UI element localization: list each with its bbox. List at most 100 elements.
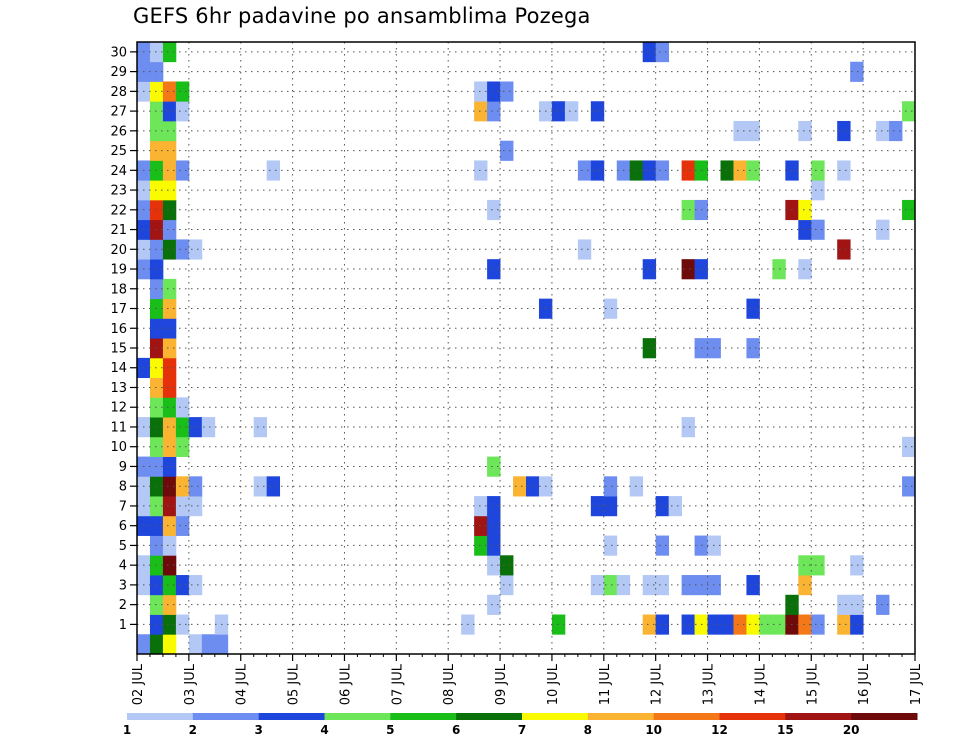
- heatmap-cell: [798, 120, 812, 142]
- y-tick-label: 6: [119, 519, 127, 534]
- heatmap-cell: [681, 575, 695, 596]
- heatmap-cell: [175, 397, 190, 418]
- heatmap-cell: [876, 594, 890, 615]
- heatmap-cell: [487, 555, 501, 576]
- heatmap-cell: [162, 614, 177, 635]
- heatmap-cell: [681, 259, 695, 280]
- x-tick-label: 13 JUL: [702, 663, 717, 705]
- colorbar-label: 10: [645, 723, 662, 737]
- heatmap-cell: [149, 338, 164, 359]
- heatmap-cell: [746, 120, 760, 142]
- heatmap-cell: [149, 357, 164, 379]
- y-tick-label: 19: [110, 263, 127, 278]
- heatmap-cell: [655, 496, 670, 517]
- heatmap-cell: [162, 436, 177, 457]
- heatmap-cell: [162, 456, 177, 477]
- heatmap-cell: [474, 81, 488, 102]
- colorbar-swatch: [522, 713, 589, 720]
- heatmap-cell: [175, 575, 190, 596]
- heatmap-cell: [746, 298, 760, 319]
- heatmap-cell: [798, 259, 812, 280]
- heatmap-cell: [149, 594, 164, 615]
- x-tick-label: 15 JUL: [805, 663, 820, 705]
- heatmap-cell: [162, 377, 177, 398]
- heatmap-cell: [487, 101, 501, 122]
- heatmap-cell: [500, 575, 514, 596]
- heatmap-cell: [162, 140, 177, 161]
- x-tick-label: 02 JUL: [131, 663, 146, 705]
- heatmap-cell: [162, 160, 177, 181]
- heatmap-cell: [162, 496, 177, 517]
- heatmap-cell: [175, 476, 190, 497]
- heatmap-cell: [162, 634, 177, 655]
- heatmap-cell: [577, 239, 592, 260]
- y-tick-label: 8: [119, 480, 127, 495]
- x-axis: 02 JUL 03 JUL 04 JUL 05 JUL 06 JUL 07 JUL 08 J…: [131, 654, 924, 705]
- heatmap-cell: [175, 515, 190, 536]
- heatmap-cell: [149, 101, 164, 122]
- x-tick-label: 11 JUL: [598, 663, 613, 705]
- y-tick-label: 15: [110, 342, 127, 357]
- heatmap-cell: [474, 515, 488, 536]
- heatmap-cell: [188, 634, 203, 655]
- heatmap-cell: [759, 614, 773, 635]
- colorbar-label: 8: [584, 723, 592, 737]
- heatmap-cell: [149, 496, 164, 517]
- heatmap-cell: [798, 614, 812, 635]
- heatmap-cell: [149, 278, 164, 300]
- heatmap-cell: [149, 298, 164, 319]
- heatmap-cell: [655, 575, 670, 596]
- colorbar-swatch: [127, 713, 194, 720]
- y-tick-label: 24: [110, 164, 127, 179]
- heatmap-cell: [798, 555, 812, 576]
- y-tick-label: 28: [110, 85, 127, 100]
- y-tick-label: 21: [110, 223, 127, 238]
- colorbar-swatch: [587, 713, 655, 720]
- heatmap-cell: [149, 575, 164, 596]
- colorbar: 1 2 3 4 5 6 7 8 10 12 15 20: [123, 713, 918, 737]
- heatmap-cell: [837, 594, 851, 615]
- heatmap-cell: [850, 61, 864, 82]
- y-tick-label: 3: [119, 578, 127, 593]
- heatmap-cell: [590, 160, 605, 181]
- heatmap-cell: [253, 476, 268, 497]
- heatmap-cell: [162, 397, 177, 418]
- heatmap-cell: [149, 476, 164, 497]
- heatmap-cell: [681, 417, 695, 438]
- colorbar-label: 6: [452, 723, 460, 737]
- heatmap-cell: [500, 140, 514, 161]
- heatmap-cell: [149, 180, 164, 201]
- heatmap-cell: [837, 160, 851, 181]
- heatmap-cell: [889, 120, 903, 142]
- heatmap-cell: [266, 476, 281, 497]
- heatmap-cell: [162, 338, 177, 359]
- heatmap-cell: [149, 120, 164, 142]
- heatmap-cell: [733, 160, 747, 181]
- heatmap-cell: [137, 634, 151, 655]
- heatmap-cell: [175, 160, 190, 181]
- x-tick-label: 07 JUL: [390, 663, 405, 705]
- y-tick-label: 26: [110, 124, 127, 139]
- heatmap-cell: [175, 436, 190, 457]
- heatmap-cell: [798, 219, 812, 240]
- y-tick-label: 29: [110, 65, 127, 80]
- heatmap-cell: [175, 496, 190, 517]
- heatmap-cell: [162, 318, 177, 339]
- heatmap-cell: [201, 634, 216, 655]
- colorbar-label: 2: [189, 723, 197, 737]
- heatmap-cell: [746, 575, 760, 596]
- heatmap-cell: [500, 555, 514, 576]
- heatmap-cell: [487, 535, 501, 556]
- heatmap-cell: [642, 575, 657, 596]
- y-tick-label: 25: [110, 144, 127, 159]
- heatmap-cell: [175, 81, 190, 102]
- heatmap-cell: [811, 160, 825, 181]
- colorbar-label: 1: [123, 723, 131, 737]
- heatmap-cell: [850, 594, 864, 615]
- heatmap-cell: [149, 535, 164, 556]
- heatmap-cell: [474, 535, 488, 556]
- heatmap-cell: [149, 377, 164, 398]
- colorbar-swatch: [324, 713, 391, 720]
- x-tick-label: 06 JUL: [338, 663, 353, 705]
- colorbar-label: 5: [386, 723, 394, 737]
